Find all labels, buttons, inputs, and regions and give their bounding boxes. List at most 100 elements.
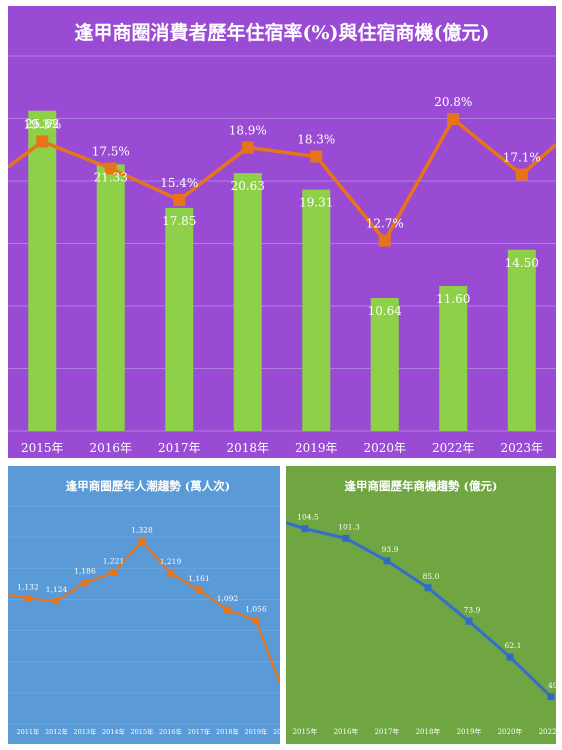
x-tick-label: 2015年 xyxy=(130,727,154,736)
line-point xyxy=(81,579,89,587)
bar-value-label: 19.31 xyxy=(299,196,333,210)
line-point xyxy=(310,150,323,163)
line-point xyxy=(252,617,260,625)
point-value-label: 73.9 xyxy=(464,605,481,614)
point-value-label: 1,219 xyxy=(160,557,182,566)
line-point xyxy=(506,653,514,661)
line-point xyxy=(515,168,528,181)
visitor-chart: 1,132 1,124 1,186 1,221 1,328 1,219 1,161 1,092… xyxy=(8,479,280,736)
point-value-label: 1,056 xyxy=(245,605,267,614)
x-tick-label: 2018年 xyxy=(216,727,240,736)
bar xyxy=(302,189,331,431)
x-tick-label: 2020年 xyxy=(273,727,280,736)
x-tick-label: 2015年 xyxy=(293,727,318,736)
bar xyxy=(233,173,262,431)
x-tick-label: 2016年 xyxy=(334,727,359,736)
accommodation-chart-panel: 25.62 19.3% 21.33 17.5% 17.85 15.4% 20.63 18.9%… xyxy=(8,6,556,458)
x-tick-label: 2019年 xyxy=(244,727,268,736)
line-point xyxy=(53,597,60,605)
x-tick-label: 2018年 xyxy=(416,727,441,736)
point-value-label: 101.3 xyxy=(338,522,360,531)
x-tick-label: 2020年 xyxy=(498,727,523,736)
x-tick-label: 2017年 xyxy=(375,727,400,736)
line-value-label: 19.3% xyxy=(23,118,61,132)
point-value-label: 1,092 xyxy=(217,594,239,603)
x-tick-label: 2015年 xyxy=(21,441,64,455)
line-point xyxy=(104,162,117,175)
revenue-chart-title: 逢甲商圈歷年商機趨勢 (億元) xyxy=(345,479,498,493)
bar xyxy=(439,286,468,431)
series-line xyxy=(286,521,552,698)
line-point xyxy=(301,525,309,533)
point-value-label: 49. xyxy=(548,681,556,690)
bar-value-label: 11.60 xyxy=(436,292,470,306)
bar-value-label: 20.63 xyxy=(231,179,265,193)
x-tick-label: 2019年 xyxy=(295,441,338,455)
series-line xyxy=(8,539,280,687)
bar xyxy=(370,298,399,431)
line-point xyxy=(224,606,231,614)
line-point xyxy=(36,135,49,148)
line-point xyxy=(383,557,391,565)
x-tick-label: 2017年 xyxy=(158,441,201,455)
point-value-label: 1,132 xyxy=(17,582,39,591)
x-tick-label: 2011年 xyxy=(16,727,40,736)
bar xyxy=(96,164,125,431)
point-value-label: 93.9 xyxy=(382,545,399,554)
point-value-label: 1,124 xyxy=(46,585,68,594)
x-tick-label: 2019年 xyxy=(457,727,482,736)
line-point xyxy=(342,534,350,542)
series-line xyxy=(8,116,556,244)
visitor-chart-title: 逢甲商圈歷年人潮趨勢 (萬人次) xyxy=(66,479,230,493)
line-point xyxy=(173,194,186,206)
point-value-label: 1,328 xyxy=(131,525,153,534)
x-tick-label: 2016年 xyxy=(89,441,132,455)
series-line-shadow xyxy=(286,520,553,699)
revenue-chart-panel: 104.5 101.3 93.9 85.0 73.9 62.1 49. 2015年 2016年… xyxy=(286,466,556,744)
line-point xyxy=(241,141,254,154)
line-value-label: 20.8% xyxy=(434,95,472,109)
point-value-label: 62.1 xyxy=(505,641,522,650)
x-tick-label: 2018年 xyxy=(226,441,269,455)
line-value-label: 17.5% xyxy=(92,145,130,159)
x-tick-label: 2012年 xyxy=(45,727,69,736)
line-point xyxy=(547,693,555,701)
x-tick-label: 2017年 xyxy=(187,727,211,736)
line-point xyxy=(424,584,432,592)
bar-value-label: 10.64 xyxy=(368,304,403,318)
line-point xyxy=(447,113,460,125)
accommodation-chart-title: 逢甲商圈消費者歷年住宿率(%)與住宿商機(億元) xyxy=(74,21,489,44)
bar-value-label: 21.33 xyxy=(94,170,128,184)
line-point xyxy=(138,537,146,545)
line-value-label: 18.9% xyxy=(229,124,267,138)
line-point xyxy=(167,569,174,577)
x-tick-label: 2014年 xyxy=(102,727,126,736)
point-value-label: 1,186 xyxy=(74,567,96,576)
visitor-chart-panel: 1,132 1,124 1,186 1,221 1,328 1,219 1,161 1,092… xyxy=(8,466,280,744)
line-point xyxy=(110,569,117,577)
line-point xyxy=(24,594,32,602)
bar-value-label: 17.85 xyxy=(162,214,196,228)
bar xyxy=(28,110,57,431)
line-value-label: 17.1% xyxy=(503,151,541,165)
revenue-chart: 104.5 101.3 93.9 85.0 73.9 62.1 49. 2015年 2016年… xyxy=(286,479,556,736)
x-tick-label: 2020年 xyxy=(363,441,406,455)
point-value-label: 85.0 xyxy=(423,572,440,581)
line-value-label: 12.7% xyxy=(366,217,404,231)
bar xyxy=(165,207,194,431)
x-tick-label: 2016年 xyxy=(159,727,183,736)
line-point xyxy=(378,234,391,247)
bar-value-label: 14.50 xyxy=(505,256,539,270)
line-value-label: 18.3% xyxy=(297,133,335,147)
bar-value-label: 25.62 xyxy=(25,117,59,131)
point-value-label: 104.5 xyxy=(297,513,319,522)
point-value-label: 1,221 xyxy=(103,557,124,566)
bar xyxy=(507,249,536,431)
line-value-label: 15.4% xyxy=(160,176,198,190)
point-value-label: 1,161 xyxy=(188,574,209,583)
line-point xyxy=(195,586,203,594)
x-tick-label: 2022年 xyxy=(539,727,556,736)
x-tick-label: 2022年 xyxy=(432,441,475,455)
x-tick-label: 2023年 xyxy=(500,441,543,455)
